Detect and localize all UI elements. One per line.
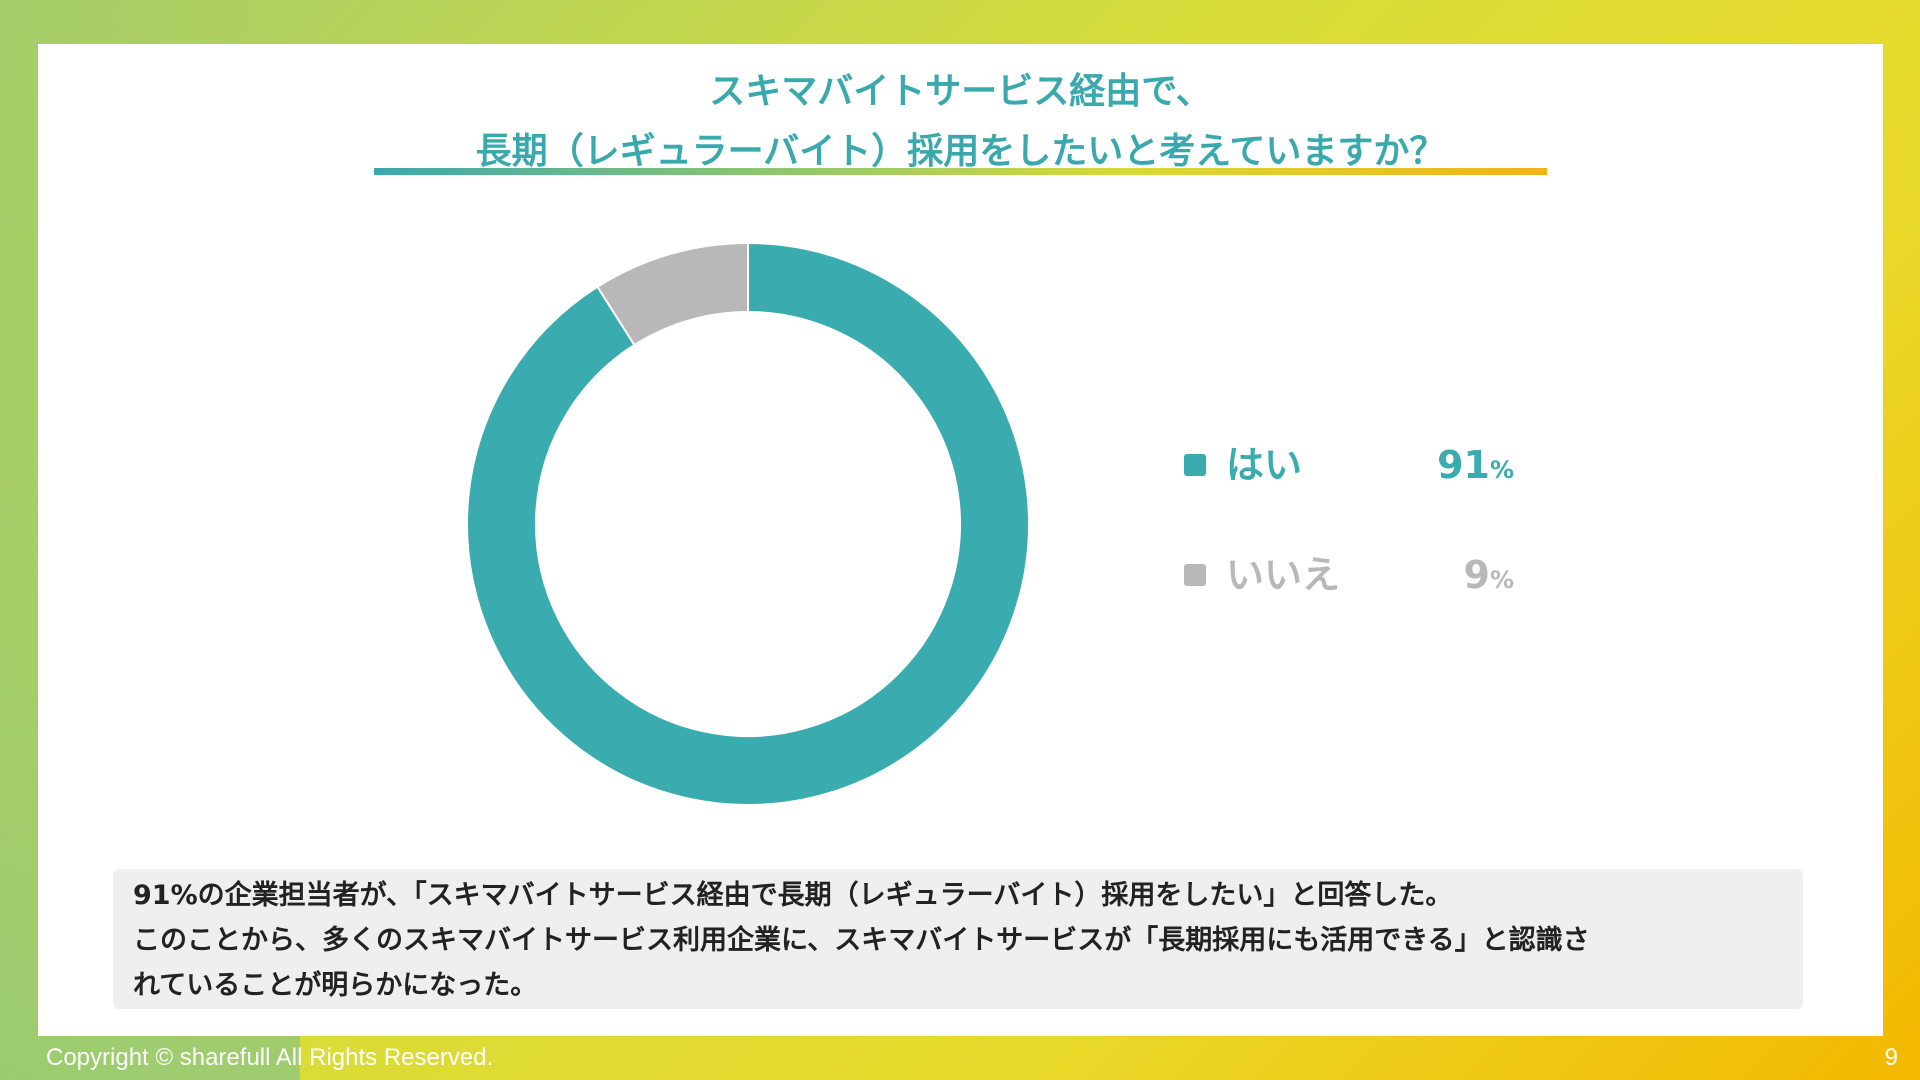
donut-chart	[466, 241, 1030, 806]
slide-title: スキマバイトサービス経由で、 長期（レギュラーバイト）採用をしたいと考えています…	[38, 62, 1883, 182]
legend-value-no: 9%	[1464, 550, 1515, 605]
donut-slice-yes	[466, 241, 1030, 806]
copyright-text: Copyright © sharefull All Rights Reserve…	[46, 1044, 494, 1071]
summary-box: 91%の企業担当者が、「スキマバイトサービス経由で長期（レギュラーバイト）採用を…	[113, 869, 1803, 1009]
legend-unit-yes: %	[1489, 456, 1514, 484]
legend-number-yes: 91	[1437, 443, 1490, 487]
summary-line-2: このことから、多くのスキマバイトサービス利用企業に、スキマバイトサービスが「長期…	[133, 925, 1590, 956]
summary-line-3: れていることが明らかになった。	[133, 970, 538, 1001]
legend-label-no: いいえ	[1226, 553, 1341, 597]
title-line-1: スキマバイトサービス経由で、	[709, 71, 1212, 112]
legend-value-yes: 91%	[1437, 440, 1514, 495]
legend-item-yes: はい 91%	[1184, 440, 1514, 550]
chart-legend: はい 91% いいえ 9%	[1184, 440, 1514, 660]
legend-swatch-no	[1184, 564, 1206, 586]
legend-label-yes: はい	[1226, 443, 1303, 487]
legend-number-no: 9	[1463, 553, 1490, 597]
title-line-2: 長期（レギュラーバイト）採用をしたいと考えていますか？	[475, 131, 1446, 172]
page-number: 9	[1884, 1044, 1898, 1071]
title-underline	[374, 168, 1547, 175]
slide-panel: スキマバイトサービス経由で、 長期（レギュラーバイト）採用をしたいと考えています…	[38, 44, 1883, 1036]
donut-slice-no	[596, 241, 749, 347]
legend-swatch-yes	[1184, 454, 1206, 476]
summary-line-1: 91%の企業担当者が、「スキマバイトサービス経由で長期（レギュラーバイト）採用を…	[133, 880, 1453, 911]
legend-unit-no: %	[1489, 566, 1514, 594]
legend-item-no: いいえ 9%	[1184, 550, 1514, 660]
